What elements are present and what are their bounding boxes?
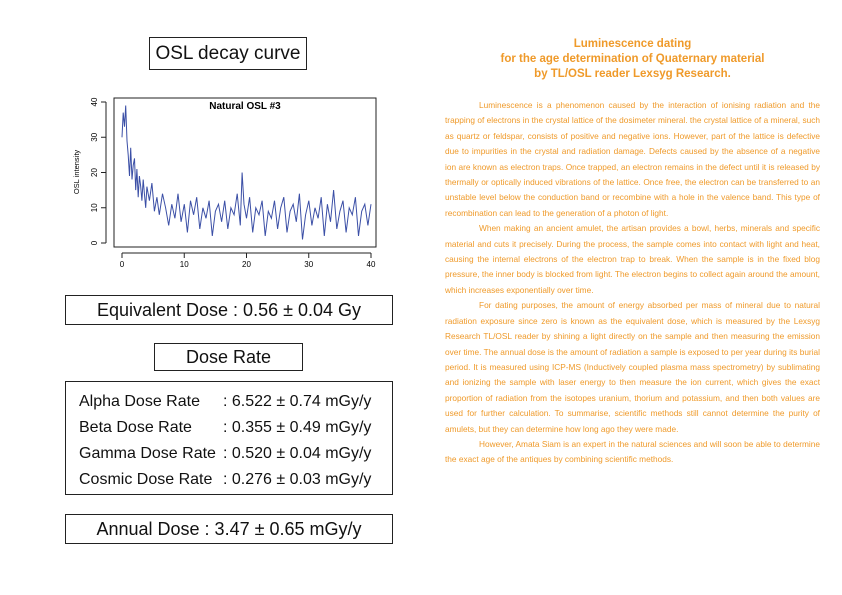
dose-rate-row: Gamma Dose Rate : 0.520 ± 0.04 mGy/y xyxy=(79,441,392,467)
dose-rate-row: Beta Dose Rate : 0.355 ± 0.49 mGy/y xyxy=(79,415,392,441)
chart-title: Natural OSL #3 xyxy=(209,101,281,112)
article: Luminescence dating for the age determin… xyxy=(445,37,820,468)
equivalent-dose: Equivalent Dose : 0.56 ± 0.04 Gy xyxy=(96,299,362,320)
osl-title-box: OSL decay curve xyxy=(149,37,307,70)
y-tick-label: 30 xyxy=(90,132,99,141)
x-tick-label: 10 xyxy=(180,260,189,269)
y-axis-label: OSL intensity xyxy=(72,150,81,195)
y-tick-label: 40 xyxy=(90,97,99,106)
dose-rate-value: : 6.522 ± 0.74 mGy/y xyxy=(223,393,372,410)
x-tick-label: 20 xyxy=(242,260,251,269)
equivalent-dose-box: Equivalent Dose : 0.56 ± 0.04 Gy xyxy=(65,295,393,325)
osl-series-line xyxy=(121,105,372,240)
dose-rate-value: : 0.355 ± 0.49 mGy/y xyxy=(223,419,372,436)
dose-rate-name: Beta Dose Rate xyxy=(79,419,192,436)
article-title: Luminescence dating for the age determin… xyxy=(445,37,820,82)
x-tick-label: 40 xyxy=(367,260,376,269)
dose-rate-name: Alpha Dose Rate xyxy=(79,393,200,410)
y-tick-label: 20 xyxy=(90,168,99,177)
dose-rate-name: Gamma Dose Rate xyxy=(79,445,216,462)
y-axis: 0 10 20 30 40 xyxy=(90,97,107,245)
y-tick-label: 10 xyxy=(90,203,99,212)
x-tick-label: 30 xyxy=(304,260,313,269)
y-tick-label: 0 xyxy=(90,240,99,245)
osl-title: OSL decay curve xyxy=(155,42,301,64)
x-tick-label: 0 xyxy=(120,260,125,269)
annual-dose: Annual Dose : 3.47 ± 0.65 mGy/y xyxy=(96,518,362,539)
article-title-line: for the age determination of Quaternary … xyxy=(500,53,765,65)
dose-rates-table: Alpha Dose Rate : 6.522 ± 0.74 mGy/y Bet… xyxy=(65,381,393,495)
dose-rate-value: : 0.276 ± 0.03 mGy/y xyxy=(223,471,372,488)
article-paragraph: Luminescence is a phenomenon caused by t… xyxy=(445,100,820,218)
osl-decay-chart: Natural OSL #3 OSL intensity 0 10 20 30 40 0… xyxy=(72,97,377,269)
dose-rate-row: Alpha Dose Rate : 6.522 ± 0.74 mGy/y xyxy=(79,389,392,415)
annual-dose-box: Annual Dose : 3.47 ± 0.65 mGy/y xyxy=(65,514,393,544)
dose-rate-title-box: Dose Rate xyxy=(154,343,303,371)
article-paragraph: For dating purposes, the amount of energ… xyxy=(445,300,820,434)
dose-rate-row: Cosmic Dose Rate : 0.276 ± 0.03 mGy/y xyxy=(79,467,392,493)
x-axis: 0 10 20 30 40 xyxy=(120,252,376,269)
article-paragraph: However, Amata Siam is an expert in the … xyxy=(445,438,820,465)
dose-rate-name: Cosmic Dose Rate xyxy=(79,471,213,488)
plot-frame xyxy=(113,97,377,248)
article-title-line: Luminescence dating xyxy=(573,38,692,50)
dose-rate-title: Dose Rate xyxy=(185,346,272,367)
article-paragraph: When making an ancient amulet, the artis… xyxy=(445,223,820,295)
article-title-line: by TL/OSL reader Lexsyg Research. xyxy=(534,68,731,80)
dose-rate-value: : 0.520 ± 0.04 mGy/y xyxy=(223,445,372,462)
